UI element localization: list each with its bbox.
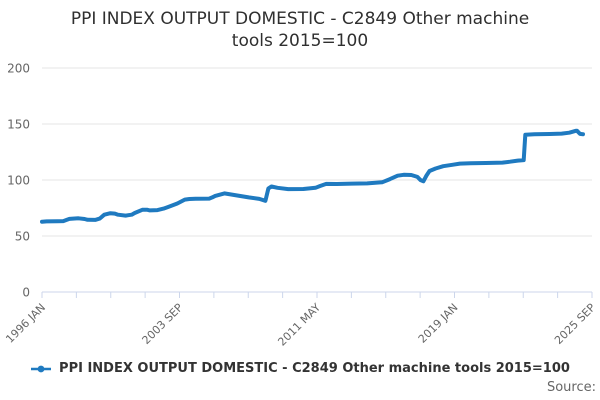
source-note: Source:	[546, 380, 596, 395]
legend-label: PPI INDEX OUTPUT DOMESTIC - C2849 Other …	[59, 361, 570, 376]
x-axis-tick-label: 2025 SEP	[552, 301, 598, 347]
y-axis-tick-label: 50	[15, 230, 30, 244]
x-axis-tick-label: 1996 JAN	[3, 301, 48, 346]
ppi-line-chart: 0 50 100 150 200 1996 JAN 2003 SEP 2011 MAY 2019…	[3, 62, 598, 349]
legend-line-with-dot-icon	[31, 365, 52, 372]
chart-title-line-1: PPI INDEX OUTPUT DOMESTIC - C2849 Other …	[70, 9, 530, 29]
y-axis-tick-label: 0	[22, 286, 30, 300]
x-axis-tick-label: 2011 MAY	[275, 301, 323, 349]
y-axis-tick-label: 200	[7, 62, 30, 76]
x-axis-tick-label: 2003 SEP	[140, 301, 186, 347]
y-axis-tick-label: 150	[7, 118, 30, 132]
chart-title-line-2: tools 2015=100	[231, 31, 369, 51]
legend-item[interactable]: PPI INDEX OUTPUT DOMESTIC - C2849 Other …	[0, 361, 600, 376]
x-axis-tick-label: 2019 JAN	[416, 301, 461, 346]
y-axis-tick-label: 100	[7, 174, 30, 188]
series-line[interactable]	[40, 128, 585, 224]
chart-title: PPI INDEX OUTPUT DOMESTIC - C2849 Other …	[0, 8, 600, 52]
